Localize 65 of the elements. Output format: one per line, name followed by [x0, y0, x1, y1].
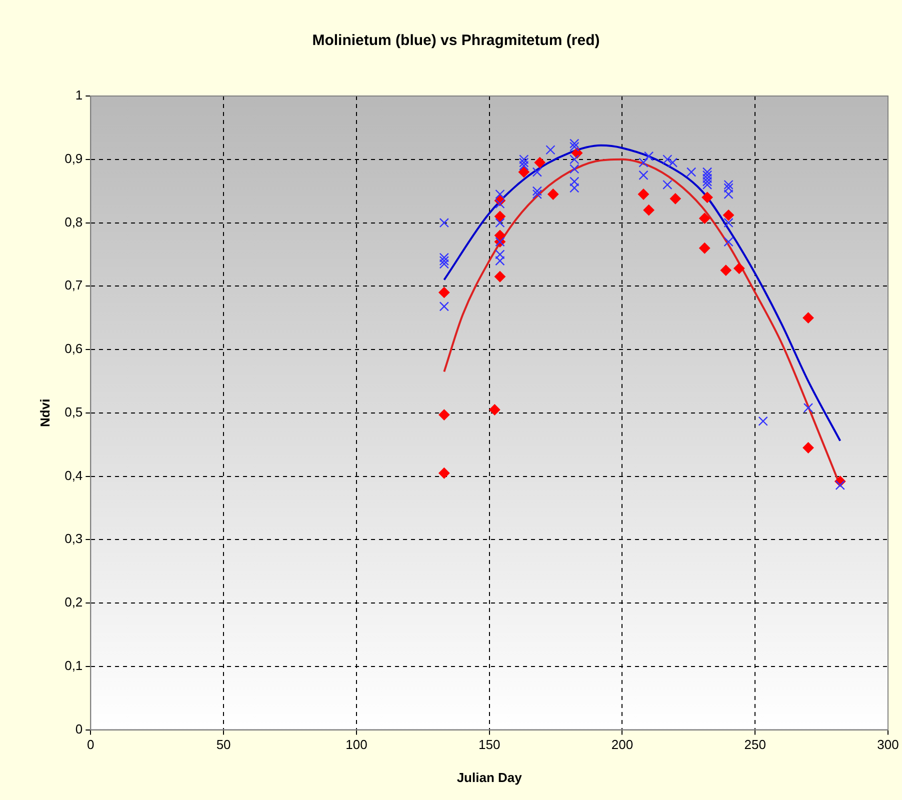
point — [489, 404, 500, 416]
x-tick-label: 150 — [478, 737, 500, 752]
y-tick-label: 0,9 — [64, 150, 83, 166]
point — [802, 442, 814, 454]
point — [724, 218, 734, 228]
line-series — [443, 144, 842, 442]
point — [724, 236, 734, 247]
point — [519, 158, 529, 168]
point — [699, 242, 710, 254]
y-tick-label: 0,1 — [64, 658, 83, 673]
point — [532, 167, 542, 177]
point — [643, 204, 654, 216]
point — [546, 145, 556, 155]
point — [723, 210, 734, 221]
x-tick-label: 300 — [877, 737, 899, 752]
point — [495, 218, 505, 228]
point — [534, 157, 546, 168]
point — [638, 188, 649, 200]
x-axis-title: Julian Day — [456, 770, 523, 785]
y-tick-label: 0,6 — [64, 341, 83, 356]
point — [835, 480, 846, 490]
point — [638, 158, 648, 168]
y-tick-label: 0,4 — [64, 468, 83, 483]
point — [548, 188, 559, 200]
point — [532, 189, 542, 200]
point — [803, 402, 814, 413]
point — [662, 154, 672, 164]
point — [686, 167, 696, 177]
x-tick-label: 250 — [744, 737, 766, 752]
point — [532, 186, 542, 196]
y-axis-title: Ndvi — [37, 398, 52, 427]
point — [668, 158, 678, 168]
point — [570, 138, 580, 148]
point — [662, 180, 672, 190]
point — [758, 416, 768, 426]
y-tick-label: 0,2 — [64, 594, 83, 610]
point — [734, 262, 745, 274]
point — [802, 312, 814, 324]
point — [518, 166, 530, 178]
point — [570, 142, 580, 152]
y-tick-label: 0 — [75, 721, 83, 736]
point — [720, 264, 732, 276]
x-tick-label: 100 — [346, 737, 368, 752]
point — [438, 409, 450, 420]
y-tick-label: 0,5 — [64, 404, 83, 420]
point — [670, 193, 681, 204]
point — [438, 286, 450, 298]
point — [439, 302, 449, 312]
point — [699, 212, 710, 224]
x-tick-label: 0 — [87, 737, 94, 752]
chart-title: Molinietum (blue) vs Phragmitetum (red) — [312, 32, 600, 50]
point — [439, 218, 449, 228]
y-tick-label: 0,3 — [64, 531, 83, 546]
x-tick-label: 50 — [216, 737, 231, 752]
point — [644, 151, 654, 162]
point — [638, 170, 648, 180]
y-tick-label: 0,7 — [64, 278, 83, 293]
point — [494, 271, 506, 282]
y-tick-label: 0,8 — [64, 214, 83, 230]
point — [439, 256, 449, 266]
x-tick-label: 200 — [611, 737, 634, 752]
point — [494, 210, 506, 222]
y-tick-label: 1 — [75, 88, 83, 103]
point — [702, 192, 713, 203]
point — [438, 468, 450, 479]
